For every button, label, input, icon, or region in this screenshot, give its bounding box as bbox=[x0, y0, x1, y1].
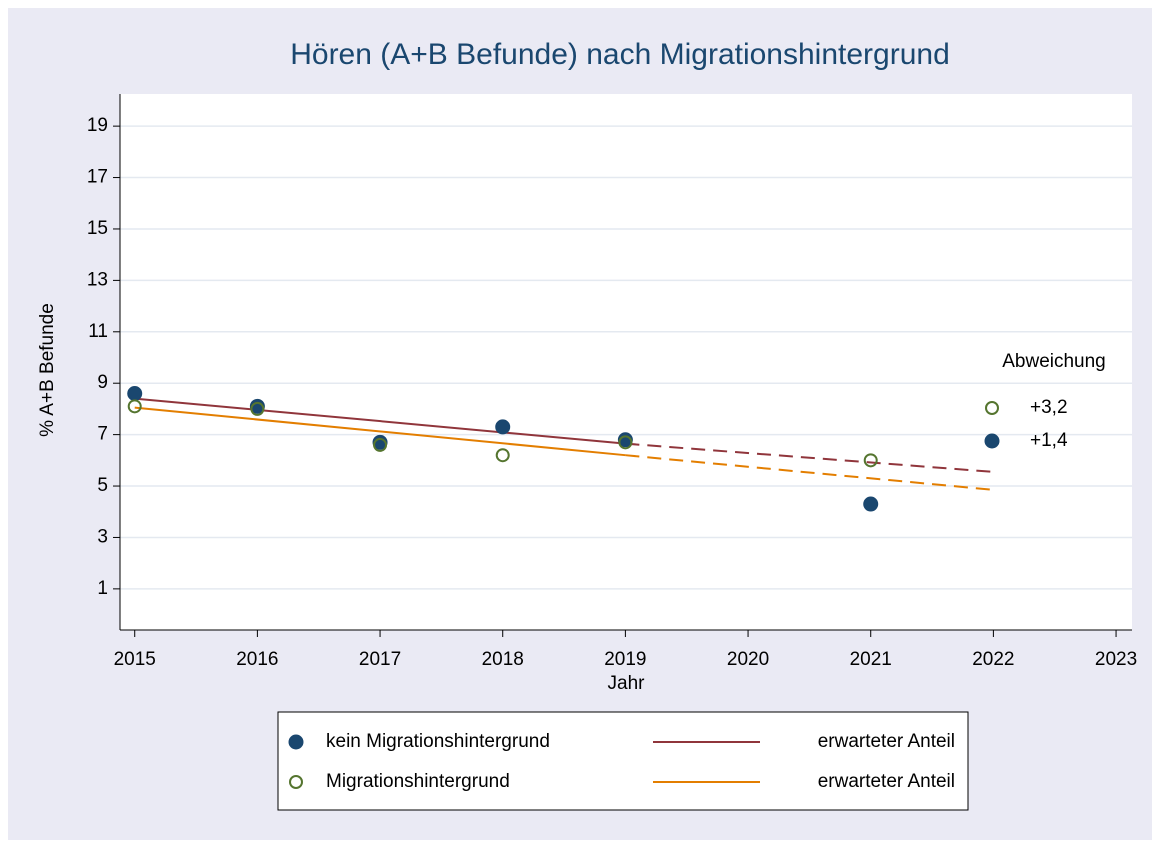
point bbox=[617, 432, 633, 448]
point bbox=[127, 399, 142, 414]
plot-region bbox=[120, 94, 1132, 630]
x-tick-label: 2015 bbox=[114, 649, 156, 670]
y-tick-label: 7 bbox=[97, 424, 108, 445]
x-tick-label: 2019 bbox=[604, 649, 646, 670]
y-tick-label: 17 bbox=[87, 167, 108, 188]
point bbox=[863, 496, 879, 512]
y-tick-label: 13 bbox=[87, 269, 108, 290]
x-tick-label: 2017 bbox=[359, 649, 401, 670]
legend-label: Migrationshintergrund bbox=[326, 771, 510, 792]
y-tick-label: 19 bbox=[87, 115, 108, 136]
point bbox=[250, 401, 265, 416]
y-tick-label: 9 bbox=[97, 372, 108, 393]
point bbox=[127, 385, 143, 401]
annotation-legend-title: Abweichung bbox=[1002, 351, 1106, 372]
x-tick-label: 2022 bbox=[972, 649, 1014, 670]
annotation-legend-marker bbox=[985, 401, 999, 415]
x-tick-label: 2023 bbox=[1095, 649, 1137, 670]
x-tick-label: 2016 bbox=[236, 649, 278, 670]
legend-label: kein Migrationshintergrund bbox=[326, 731, 550, 752]
y-tick-label: 11 bbox=[88, 321, 108, 342]
x-tick-label: 2018 bbox=[482, 649, 524, 670]
point bbox=[249, 398, 265, 414]
x-tick-label: 2021 bbox=[850, 649, 892, 670]
legend-box bbox=[277, 711, 969, 811]
x-axis-label: Jahr bbox=[608, 673, 646, 694]
y-tick-label: 5 bbox=[97, 475, 108, 496]
legend-label: erwarteter Anteil bbox=[818, 731, 955, 752]
point bbox=[495, 419, 511, 435]
y-axis-label: % A+B Befunde bbox=[37, 303, 58, 437]
x-tick-label: 2020 bbox=[727, 649, 769, 670]
projection-line bbox=[625, 454, 994, 491]
fit-line bbox=[134, 406, 626, 457]
annotation-legend-label: +1,4 bbox=[1030, 430, 1068, 451]
fit-line bbox=[134, 397, 626, 445]
point bbox=[863, 453, 878, 468]
point bbox=[618, 435, 633, 450]
y-tick-label: 1 bbox=[97, 578, 108, 599]
legend-label: erwarteter Anteil bbox=[818, 771, 955, 792]
projection-line bbox=[625, 442, 994, 473]
legend-marker bbox=[289, 775, 303, 789]
legend-marker bbox=[288, 734, 304, 750]
point bbox=[495, 448, 510, 463]
y-tick-label: 3 bbox=[97, 526, 108, 547]
annotation-legend-label: +3,2 bbox=[1030, 397, 1068, 418]
annotation-legend-marker bbox=[984, 433, 1000, 449]
point bbox=[373, 437, 388, 452]
point bbox=[372, 434, 388, 450]
y-tick-label: 15 bbox=[87, 218, 108, 239]
chart-title: Hören (A+B Befunde) nach Migrationshinte… bbox=[290, 38, 950, 71]
